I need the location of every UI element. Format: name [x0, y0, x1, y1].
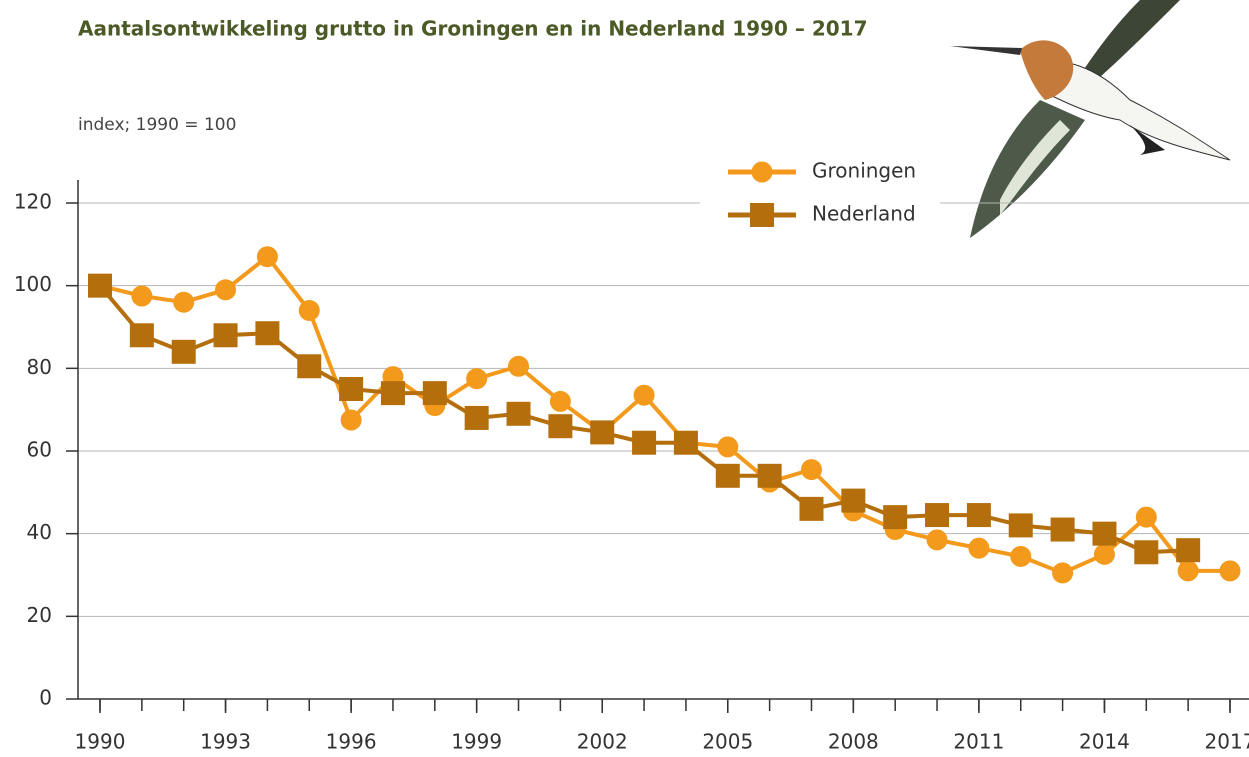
x-tick-label: 2014 — [1079, 730, 1130, 754]
legend: Groningen Nederland — [700, 150, 940, 240]
marker-circle — [550, 391, 571, 412]
marker-square — [632, 431, 656, 455]
marker-circle — [1094, 544, 1115, 565]
marker-square — [297, 354, 321, 378]
x-tick-label: 2011 — [953, 730, 1004, 754]
marker-square — [1051, 518, 1075, 542]
marker-square — [925, 503, 949, 527]
chart-title: Aantalsontwikkeling grutto in Groningen … — [78, 17, 867, 41]
y-tick-label: 60 — [27, 438, 52, 462]
marker-square — [1176, 538, 1200, 562]
x-tick-label: 2008 — [828, 730, 879, 754]
marker-square — [1009, 513, 1033, 537]
legend-label: Nederland — [812, 202, 916, 226]
marker-circle — [801, 459, 822, 480]
legend-label: Groningen — [812, 159, 916, 183]
marker-square — [1134, 540, 1158, 564]
marker-circle — [968, 538, 989, 559]
chart: Aantalsontwikkeling grutto in Groningen … — [0, 0, 1249, 753]
marker-circle — [466, 368, 487, 389]
marker-square — [255, 321, 279, 345]
y-tick-label: 40 — [27, 520, 52, 544]
marker-square — [674, 431, 698, 455]
y-tick-label: 120 — [14, 190, 52, 214]
marker-square — [548, 414, 572, 438]
marker-circle — [634, 385, 655, 406]
x-tick-label: 1990 — [75, 730, 126, 754]
marker-square — [883, 505, 907, 529]
marker-circle — [131, 286, 152, 307]
marker-circle — [717, 436, 738, 457]
marker-circle — [1052, 562, 1073, 583]
chart-subtitle: index; 1990 = 100 — [78, 115, 236, 135]
marker-circle — [257, 246, 278, 267]
marker-circle — [1178, 560, 1199, 581]
marker-square — [172, 340, 196, 364]
marker-square — [465, 406, 489, 430]
marker-circle — [1220, 560, 1241, 581]
marker-circle — [1136, 507, 1157, 528]
marker-square — [758, 464, 782, 488]
marker-square — [799, 497, 823, 521]
x-tick-label: 1993 — [200, 730, 251, 754]
marker-square — [339, 377, 363, 401]
marker-square — [750, 203, 774, 227]
marker-square — [423, 381, 447, 405]
marker-square — [214, 323, 238, 347]
marker-circle — [508, 356, 529, 377]
y-tick-label: 0 — [39, 686, 52, 710]
marker-circle — [341, 410, 362, 431]
x-tick-label: 1996 — [326, 730, 377, 754]
x-tick-label: 2017 — [1205, 730, 1249, 754]
x-tick-label: 2005 — [702, 730, 753, 754]
marker-square — [130, 323, 154, 347]
marker-circle — [927, 529, 948, 550]
marker-square — [841, 489, 865, 513]
y-tick-label: 100 — [14, 272, 52, 296]
bird-illustration — [950, 0, 1230, 238]
marker-circle — [215, 279, 236, 300]
marker-square — [590, 420, 614, 444]
marker-circle — [299, 300, 320, 321]
marker-square — [967, 503, 991, 527]
x-tick-label: 2002 — [577, 730, 628, 754]
marker-circle — [752, 162, 773, 183]
marker-circle — [1010, 546, 1031, 567]
marker-square — [507, 402, 531, 426]
y-tick-label: 80 — [27, 355, 52, 379]
marker-circle — [173, 292, 194, 313]
marker-square — [716, 464, 740, 488]
x-tick-label: 1999 — [451, 730, 502, 754]
marker-square — [1092, 522, 1116, 546]
marker-square — [381, 381, 405, 405]
y-tick-label: 20 — [27, 603, 52, 627]
marker-square — [88, 274, 112, 298]
